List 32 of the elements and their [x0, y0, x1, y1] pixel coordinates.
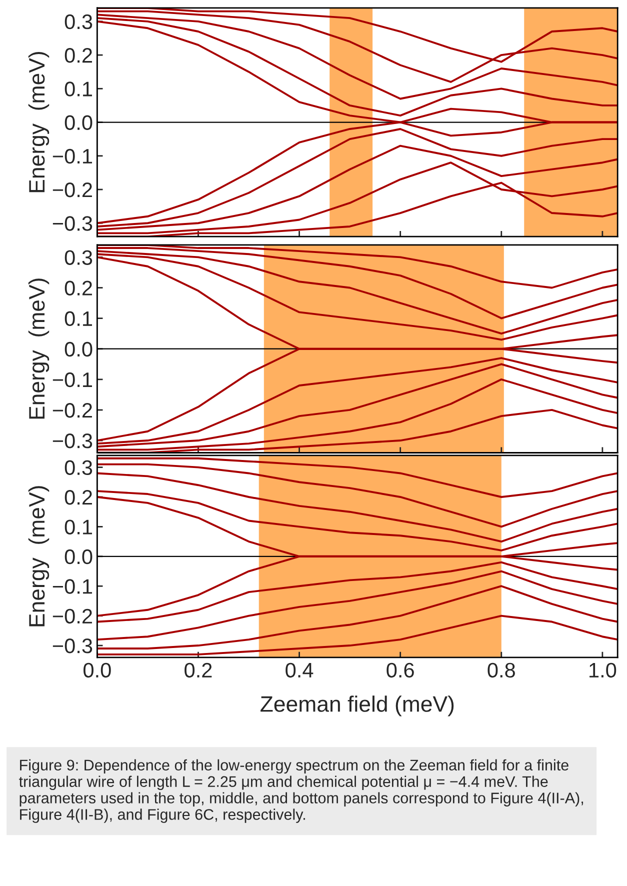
y-tick-label: 0.3 [64, 460, 92, 476]
y-tick-label: 0.0 [64, 115, 92, 130]
y-tick-label: −0.3 [52, 216, 92, 231]
x-tick-label: 0.6 [386, 662, 414, 678]
y-tick-label: −0.1 [52, 579, 92, 594]
x-axis-title: Zeeman field (meV) [260, 696, 454, 716]
y-tick-label: −0.2 [52, 608, 92, 624]
y-axis-title: Energy (meV) [28, 486, 50, 626]
y-tick-label: 0.2 [64, 490, 92, 505]
y-axis-title: Energy (meV) [28, 52, 50, 192]
y-tick-label: 0.2 [64, 280, 92, 296]
x-tick-label: 0.8 [488, 662, 515, 678]
y-tick-label: 0.1 [64, 311, 92, 326]
x-tick-label: 0.4 [286, 662, 314, 678]
y-tick-label: 0.1 [64, 82, 92, 96]
x-tick-label: 0.0 [84, 662, 111, 678]
y-axis-title: Energy (meV) [28, 278, 50, 419]
y-tick-label: 0.2 [64, 48, 92, 63]
caption: Figure 9: Dependence of the low-energy spectrum on the Zeeman field for a finite triangular wire of length L = 2.25 μm and chemical potential μ = −4.4 meV. The parameters used in the top, middle, and bottom panels correspond to Figure 4(II-A), Figure 4(II-B), and Figure 6C, respectively. [19, 759, 584, 823]
y-tick-label: 0.1 [64, 520, 92, 534]
y-tick-label: 0.0 [64, 342, 92, 357]
x-tick-label: 0.2 [184, 662, 212, 678]
y-tick-label: −0.2 [52, 182, 92, 198]
x-tick-label: 1.0 [590, 662, 616, 678]
y-tick-label: 0.3 [64, 14, 92, 30]
y-tick-label: −0.3 [52, 638, 92, 654]
y-tick-label: −0.1 [52, 372, 92, 388]
y-tick-label: −0.1 [52, 148, 92, 164]
y-tick-label: 0.0 [64, 549, 92, 564]
y-tick-label: −0.2 [52, 402, 92, 418]
y-tick-label: 0.3 [64, 250, 92, 265]
y-tick-label: −0.3 [52, 434, 92, 448]
